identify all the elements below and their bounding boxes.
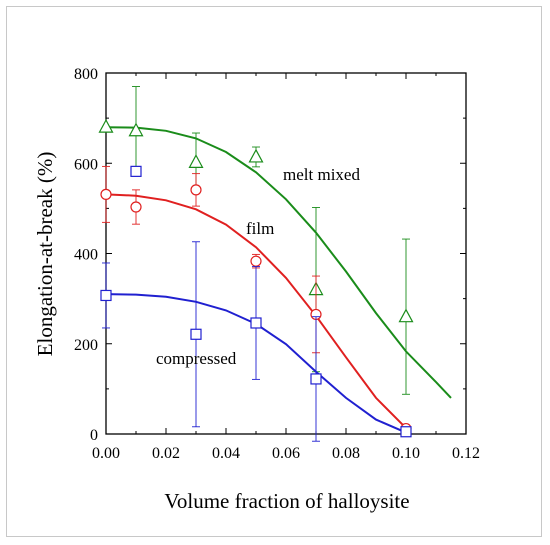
compressed-point [400,426,412,438]
x-tick-label: 0.06 [272,445,300,462]
plot-area: 0.00 0.02 0.04 0.06 0.08 0.10 0.12 0 200 400 600 80… [74,66,480,462]
melt-mixed-point [98,118,114,133]
film-point [250,255,262,267]
x-tick-label: 0.12 [452,445,480,462]
chart-frame [6,6,542,537]
melt-mixed-point [128,122,144,137]
y-tick-label: 800 [74,66,98,83]
y-tick-label: 0 [90,427,98,444]
x-tick-label: 0.04 [212,445,240,462]
y-axis-title: Elongation-at-break (%) [33,152,57,357]
film-point [100,188,112,200]
film-point [190,184,202,196]
x-tick-label: 0.08 [332,445,360,462]
film-fit-line [105,193,407,429]
compressed-point [130,165,142,177]
compressed-point [100,289,112,302]
plot-border [105,72,467,435]
melt-mixed-point [398,308,414,323]
y-tick-label: 200 [74,337,98,354]
label-melt-mixed: melt mixed [283,165,360,184]
y-tick-label: 600 [74,156,98,173]
y-tick-label: 400 [74,247,98,264]
melt-mixed-point [188,154,204,168]
x-tick-label: 0.00 [92,445,120,462]
x-tick-label: 0.02 [152,445,180,462]
compressed-point [250,317,262,329]
label-film: film [246,219,274,238]
x-tick-label: 0.10 [392,445,420,462]
compressed-point [190,328,202,340]
melt-mixed-point [248,148,264,163]
melt-mixed-fit-line [105,126,452,399]
label-compressed: compressed [156,349,237,368]
x-axis-title: Volume fraction of halloysite [164,489,409,513]
compressed-point [310,373,322,385]
film-point [130,201,142,213]
